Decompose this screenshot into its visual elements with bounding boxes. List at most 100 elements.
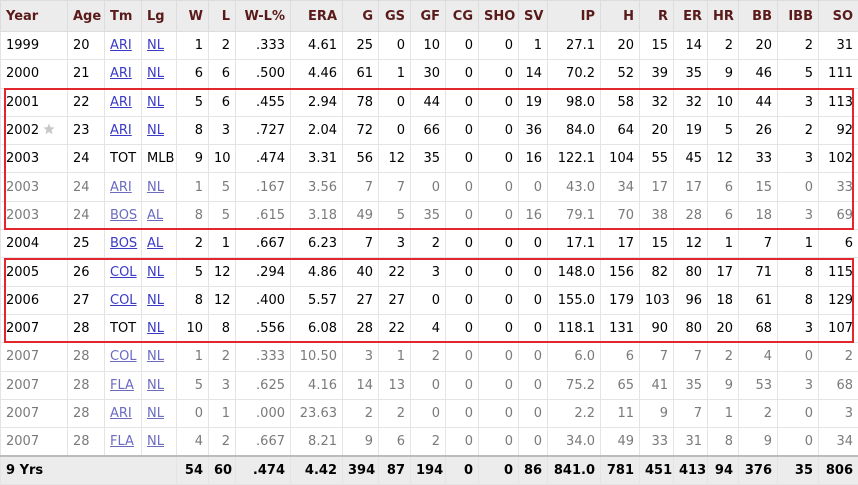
- cell: 3: [778, 88, 819, 116]
- cell: 39: [640, 60, 674, 88]
- link[interactable]: ARI: [110, 123, 132, 138]
- cell: 2003: [1, 145, 68, 173]
- link[interactable]: NL: [147, 123, 164, 138]
- column-header[interactable]: ER: [674, 1, 708, 32]
- cell: .667: [236, 230, 291, 258]
- cell: 6: [379, 428, 411, 457]
- cell: 70: [601, 201, 640, 229]
- link[interactable]: NL: [147, 321, 164, 336]
- cell: 7: [343, 173, 379, 201]
- cell: 17.1: [548, 230, 601, 258]
- cell: 0: [446, 230, 479, 258]
- column-header[interactable]: IBB: [778, 1, 819, 32]
- cell: 1: [519, 32, 548, 60]
- column-header[interactable]: CG: [446, 1, 479, 32]
- column-header[interactable]: L: [209, 1, 236, 32]
- column-header[interactable]: GF: [411, 1, 446, 32]
- link[interactable]: NL: [147, 38, 164, 53]
- column-header[interactable]: BB: [739, 1, 778, 32]
- column-header[interactable]: SHO: [479, 1, 519, 32]
- footer-cell: 86: [519, 456, 548, 485]
- cell: 155.0: [548, 286, 601, 314]
- column-header[interactable]: Age: [68, 1, 105, 32]
- column-header[interactable]: W: [177, 1, 209, 32]
- column-header[interactable]: R: [640, 1, 674, 32]
- cell: 7: [674, 343, 708, 371]
- cell: 3: [778, 201, 819, 229]
- link[interactable]: COL: [110, 293, 137, 308]
- column-header[interactable]: ERA: [291, 1, 343, 32]
- link[interactable]: NL: [147, 180, 164, 195]
- cell: 118.1: [548, 314, 601, 342]
- cell: 9: [177, 145, 209, 173]
- link[interactable]: FLA: [110, 378, 134, 393]
- cell: 8: [778, 258, 819, 286]
- link[interactable]: BOS: [110, 208, 137, 223]
- cell: 2: [209, 343, 236, 371]
- cell: 24: [68, 201, 105, 229]
- link[interactable]: NL: [147, 293, 164, 308]
- cell: 2: [209, 32, 236, 60]
- link[interactable]: COL: [110, 349, 137, 364]
- column-header[interactable]: G: [343, 1, 379, 32]
- cell: 2003: [1, 173, 68, 201]
- link[interactable]: ARI: [110, 66, 132, 81]
- cell: 28: [343, 314, 379, 342]
- column-header[interactable]: IP: [548, 1, 601, 32]
- cell: 65: [601, 371, 640, 399]
- cell: 0: [778, 343, 819, 371]
- cell: 35: [411, 201, 446, 229]
- link[interactable]: ARI: [110, 95, 132, 110]
- cell: 35: [411, 145, 446, 173]
- cell: 0: [479, 428, 519, 457]
- link[interactable]: NL: [147, 434, 164, 449]
- link[interactable]: COL: [110, 265, 137, 280]
- link[interactable]: ARI: [110, 38, 132, 53]
- cell: 1: [209, 230, 236, 258]
- link[interactable]: AL: [147, 208, 163, 223]
- footer-cell: 4.42: [291, 456, 343, 485]
- column-header[interactable]: Year: [1, 1, 68, 32]
- cell: 2003: [1, 201, 68, 229]
- cell: 9: [343, 428, 379, 457]
- link[interactable]: NL: [147, 406, 164, 421]
- column-header[interactable]: GS: [379, 1, 411, 32]
- cell: 9: [708, 371, 739, 399]
- cell: 80: [674, 258, 708, 286]
- cell: 21: [68, 60, 105, 88]
- column-header[interactable]: SO: [819, 1, 858, 32]
- cell: COL: [105, 258, 142, 286]
- cell: 0: [519, 230, 548, 258]
- cell: 0: [379, 116, 411, 144]
- column-header[interactable]: Lg: [142, 1, 177, 32]
- link[interactable]: ARI: [110, 406, 132, 421]
- link[interactable]: NL: [147, 349, 164, 364]
- link[interactable]: NL: [147, 265, 164, 280]
- cell: 8: [778, 286, 819, 314]
- cell: 0: [479, 116, 519, 144]
- cell: 6: [708, 201, 739, 229]
- column-header[interactable]: W-L%: [236, 1, 291, 32]
- cell: 96: [674, 286, 708, 314]
- cell: 8: [177, 286, 209, 314]
- link[interactable]: BOS: [110, 236, 137, 251]
- link[interactable]: NL: [147, 378, 164, 393]
- cell: 17: [640, 173, 674, 201]
- link[interactable]: FLA: [110, 434, 134, 449]
- cell: 22: [379, 314, 411, 342]
- column-header[interactable]: H: [601, 1, 640, 32]
- column-header[interactable]: SV: [519, 1, 548, 32]
- link[interactable]: NL: [147, 66, 164, 81]
- cell: 1: [177, 173, 209, 201]
- link[interactable]: ARI: [110, 180, 132, 195]
- cell: AL: [142, 201, 177, 229]
- cell: 19: [674, 116, 708, 144]
- column-header[interactable]: HR: [708, 1, 739, 32]
- column-header[interactable]: Tm: [105, 1, 142, 32]
- link[interactable]: AL: [147, 236, 163, 251]
- link[interactable]: NL: [147, 95, 164, 110]
- cell: 2.04: [291, 116, 343, 144]
- footer-cell: 376: [739, 456, 778, 485]
